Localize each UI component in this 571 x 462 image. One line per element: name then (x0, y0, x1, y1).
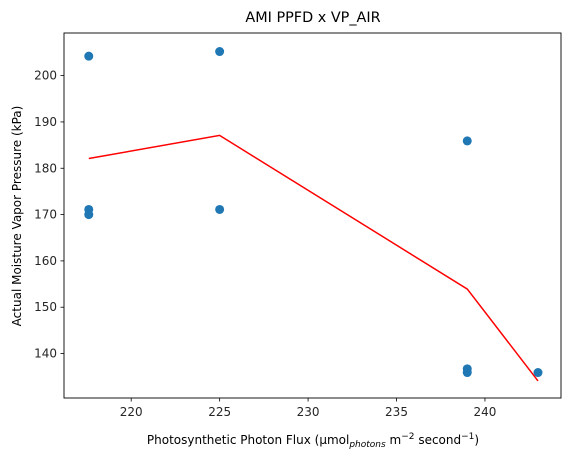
y-axis-label: Actual Moisture Vapor Pressure (kPa) (10, 106, 24, 327)
scatter-point (215, 47, 225, 57)
x-axis-label-subscript: photons (348, 440, 386, 450)
y-tick-label: 150 (34, 300, 57, 314)
chart-title: AMI PPFD x VP_AIR (245, 10, 380, 26)
scatter-point (215, 204, 225, 214)
x-axis-label-superscript-1: −2 (401, 432, 414, 442)
x-tick-label: 240 (473, 405, 496, 419)
x-axis-label: Photosynthetic Photon Flux (µmolphotons … (147, 432, 479, 450)
y-tick-label: 140 (34, 347, 57, 361)
y-tick-label: 180 (34, 161, 57, 175)
x-tick-label: 230 (297, 405, 320, 419)
scatter-point (84, 51, 94, 61)
x-tick-label: 220 (120, 405, 143, 419)
y-tick-label: 170 (34, 208, 57, 222)
x-tick-label: 225 (208, 405, 231, 419)
y-tick-label: 190 (34, 115, 57, 129)
x-tick-label: 235 (385, 405, 408, 419)
scatter-point (462, 136, 472, 146)
y-tick-label: 200 (34, 69, 57, 83)
scatter-series (84, 47, 543, 378)
trend-line (88, 134, 539, 382)
axes-frame (63, 32, 562, 399)
scatter-point (462, 368, 472, 378)
trend-line-series (88, 134, 539, 382)
x-axis-label-unit-m: m (386, 433, 402, 447)
x-axis-label-close: ) (474, 433, 479, 447)
x-axis-label-unit-second: second (415, 433, 462, 447)
scatter-point (533, 368, 543, 378)
x-axis-ticks: 220 225 230 235 240 (120, 398, 496, 419)
x-axis-label-main: Photosynthetic Photon Flux (µmol (147, 433, 349, 447)
y-axis-ticks: 140 150 160 170 180 190 200 (34, 69, 64, 361)
scatter-point (84, 210, 94, 220)
y-tick-label: 160 (34, 254, 57, 268)
x-axis-label-superscript-2: −1 (461, 432, 474, 442)
